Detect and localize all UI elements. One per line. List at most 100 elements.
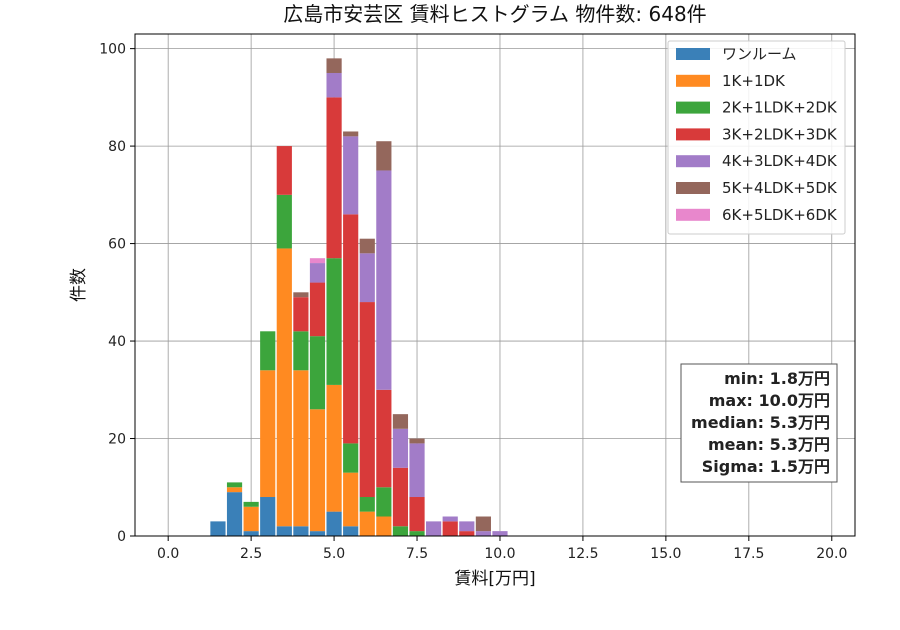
histogram-bar-segment — [309, 531, 326, 536]
x-tick-label: 15.0 — [650, 546, 681, 562]
histogram-bar-segment — [343, 526, 359, 536]
histogram-bar-segment — [260, 370, 276, 498]
legend-label: 6K+5LDK+6DK — [722, 206, 838, 224]
legend-swatch — [676, 101, 710, 114]
legend-label: 5K+4LDK+5DK — [722, 179, 838, 197]
x-tick-label: 0.0 — [157, 546, 179, 562]
histogram-bar-segment — [243, 531, 259, 536]
legend-label: ワンルーム — [722, 45, 797, 63]
histogram-bar-segment — [343, 472, 359, 527]
histogram-bar-segment — [293, 331, 309, 371]
chart-title: 広島市安芸区 賃料ヒストグラム 物件数: 648件 — [283, 2, 706, 26]
histogram-bar-segment — [492, 531, 508, 536]
histogram-bar-segment — [442, 521, 458, 536]
histogram-bar-segment — [243, 506, 259, 532]
histogram-bar-segment — [293, 297, 309, 332]
histogram-bar-segment — [343, 214, 359, 444]
legend-swatch — [676, 74, 710, 87]
y-tick-label: 40 — [108, 334, 126, 350]
histogram-bar-segment — [442, 516, 458, 522]
histogram-bar-segment — [226, 482, 243, 488]
histogram-bar-segment — [409, 531, 425, 536]
histogram-bar-segment — [309, 336, 326, 410]
histogram-bar-segment — [459, 531, 475, 536]
histogram-bar-segment — [326, 58, 342, 73]
stats-sigma: Sigma: 1.5万円 — [702, 457, 830, 476]
legend-label: 4K+3LDK+4DK — [722, 152, 838, 170]
histogram-bar-segment — [376, 170, 392, 390]
histogram-bar-segment — [293, 526, 309, 536]
histogram-bar-segment — [226, 492, 243, 536]
histogram-bar-segment — [359, 511, 375, 536]
x-axis-label: 賃料[万円] — [454, 569, 535, 589]
legend-label: 3K+2LDK+3DK — [722, 125, 838, 143]
histogram-bar-segment — [326, 511, 342, 536]
histogram-bar-segment — [409, 438, 425, 444]
x-tick-label: 12.5 — [567, 546, 598, 562]
histogram-bar-segment — [276, 248, 292, 527]
histogram-bar-segment — [376, 141, 392, 171]
histogram-bar-segment — [210, 521, 226, 536]
legend-swatch — [676, 208, 710, 221]
histogram-bar-segment — [276, 194, 292, 249]
histogram-bar-segment — [409, 497, 425, 532]
histogram-bar-segment — [459, 521, 475, 532]
histogram-bar-segment — [260, 497, 276, 536]
legend-swatch — [676, 48, 710, 60]
stats-min: min: 1.8万円 — [724, 369, 830, 388]
histogram-bar-segment — [343, 131, 359, 137]
legend-label: 2K+1LDK+2DK — [722, 99, 838, 117]
histogram-bar-segment — [376, 389, 392, 488]
legend-items: ワンルーム 1K+1DK 2K+1LDK+2DK 3K+2LDK+3DK 4K+3LDK… — [676, 45, 838, 224]
histogram-bar-segment — [343, 136, 359, 215]
histogram-bar-segment — [359, 253, 375, 303]
histogram-bar-segment — [293, 370, 309, 527]
legend-label: 1K+1DK — [722, 72, 786, 90]
histogram-bar-segment — [359, 238, 375, 254]
histogram-bar-segment — [260, 331, 276, 371]
histogram-bar-segment — [309, 258, 326, 264]
histogram-bar-segment — [376, 516, 392, 536]
histogram-bar-segment — [359, 302, 375, 498]
histogram-bar-segment — [326, 72, 342, 98]
y-axis-label: 件数 — [69, 268, 89, 302]
x-tick-label: 17.5 — [733, 546, 764, 562]
x-tick-label: 7.5 — [406, 546, 428, 562]
x-tick-label: 5.0 — [323, 546, 345, 562]
histogram-bar-segment — [392, 428, 409, 468]
histogram-bar-segment — [276, 146, 292, 195]
y-tick-label: 80 — [108, 139, 126, 155]
histogram-bar-segment — [326, 384, 342, 512]
legend-swatch — [676, 182, 710, 194]
y-tick-label: 60 — [108, 237, 126, 253]
y-tick-label: 100 — [99, 42, 126, 58]
histogram-bar-segment — [409, 443, 425, 498]
histogram-bar-segment — [226, 487, 243, 493]
stats-mean: mean: 5.3万円 — [708, 435, 830, 454]
x-tick-label: 2.5 — [240, 546, 262, 562]
histogram-bar-segment — [243, 501, 259, 507]
stats-max: max: 10.0万円 — [709, 391, 830, 410]
histogram-bar-segment — [343, 443, 359, 473]
legend-box — [667, 40, 846, 235]
y-axis-ticks: 0 20 40 60 80 100 — [99, 42, 135, 545]
histogram-bar-segment — [293, 292, 309, 298]
histogram-bar-segment — [276, 526, 292, 536]
stats-box: min: 1.8万円 max: 10.0万円 median: 5.3万円 mea… — [680, 363, 838, 483]
histogram-bar-segment — [392, 467, 409, 527]
x-tick-label: 20.0 — [816, 546, 847, 562]
histogram-bar-segment — [359, 497, 375, 512]
histogram-bar-segment — [309, 263, 326, 283]
stats-box-frame — [680, 363, 838, 483]
histogram-bar-segment — [475, 531, 491, 536]
histogram-bar-segment — [309, 282, 326, 337]
stats-median: median: 5.3万円 — [691, 413, 830, 432]
histogram-bar-segment — [475, 516, 491, 532]
legend-swatch — [676, 155, 710, 168]
histogram-bar-segment — [376, 487, 392, 517]
chart-legend: ワンルーム 1K+1DK 2K+1LDK+2DK 3K+2LDK+3DK 4K+3LDK… — [667, 40, 846, 235]
legend-swatch — [676, 128, 710, 141]
y-tick-label: 0 — [117, 529, 126, 545]
histogram-bars — [210, 58, 508, 536]
